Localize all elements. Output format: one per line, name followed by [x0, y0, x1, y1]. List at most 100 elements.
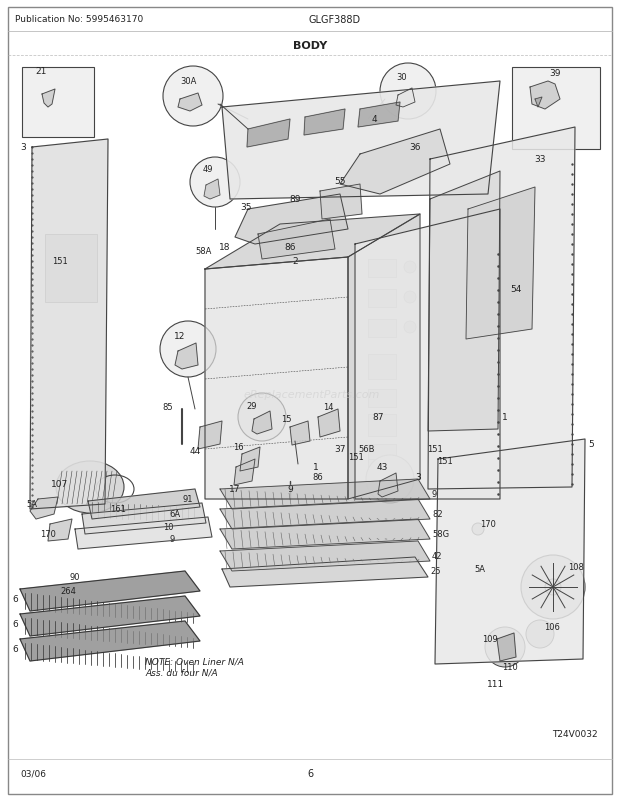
Text: 111: 111: [487, 679, 505, 689]
Text: 29: 29: [247, 402, 257, 411]
Text: Ass. du four N/A: Ass. du four N/A: [145, 668, 218, 677]
Polygon shape: [252, 411, 272, 435]
Text: 151: 151: [348, 453, 364, 462]
Circle shape: [238, 394, 286, 441]
Polygon shape: [318, 410, 340, 437]
Text: 54: 54: [510, 286, 521, 294]
Circle shape: [521, 555, 585, 619]
Text: 109: 109: [482, 634, 498, 644]
Polygon shape: [88, 489, 200, 520]
Polygon shape: [428, 128, 575, 489]
Text: 30: 30: [397, 74, 407, 83]
Bar: [22, 68, 94, 138]
Circle shape: [404, 322, 416, 334]
Text: 1: 1: [502, 413, 508, 422]
Polygon shape: [378, 473, 398, 497]
Circle shape: [380, 64, 436, 119]
Text: 03/06: 03/06: [20, 768, 46, 777]
Circle shape: [404, 292, 416, 304]
Text: 151: 151: [427, 445, 443, 454]
Polygon shape: [20, 571, 200, 611]
Bar: [368, 354, 396, 379]
Text: 6: 6: [12, 645, 18, 654]
Text: 86: 86: [284, 243, 296, 252]
Text: GLGF388D: GLGF388D: [309, 15, 361, 25]
Text: 110: 110: [502, 662, 518, 671]
Text: 151: 151: [437, 457, 453, 466]
Polygon shape: [48, 520, 72, 541]
Bar: [368, 460, 403, 488]
Text: 12: 12: [174, 332, 185, 341]
Text: 3: 3: [415, 473, 421, 482]
Bar: [368, 320, 396, 338]
Circle shape: [163, 67, 223, 127]
Circle shape: [485, 627, 525, 667]
Text: 5: 5: [588, 440, 594, 449]
Polygon shape: [222, 557, 428, 587]
Text: 17: 17: [229, 485, 241, 494]
Polygon shape: [220, 500, 430, 529]
Text: 1: 1: [313, 463, 319, 472]
Polygon shape: [234, 460, 255, 485]
Text: 30A: 30A: [180, 78, 196, 87]
Polygon shape: [240, 448, 260, 472]
Text: 49: 49: [203, 165, 213, 174]
Circle shape: [190, 158, 240, 208]
Text: 264: 264: [60, 587, 76, 596]
Polygon shape: [435, 439, 585, 664]
Circle shape: [526, 620, 554, 648]
Text: 5A: 5A: [474, 565, 485, 573]
Ellipse shape: [56, 461, 124, 513]
Bar: [45, 235, 97, 302]
Polygon shape: [20, 622, 200, 661]
Text: 108: 108: [568, 563, 584, 572]
Text: 55: 55: [334, 177, 346, 186]
Polygon shape: [20, 596, 200, 636]
Text: 86: 86: [312, 473, 324, 482]
Text: 170: 170: [480, 520, 496, 529]
Text: 9: 9: [169, 535, 175, 544]
Polygon shape: [320, 184, 362, 220]
Polygon shape: [355, 210, 500, 500]
Text: 85: 85: [162, 403, 174, 412]
Polygon shape: [466, 188, 535, 339]
Bar: [512, 68, 600, 150]
Polygon shape: [222, 82, 500, 200]
Polygon shape: [304, 110, 345, 136]
Bar: [368, 260, 396, 277]
Text: 58A: 58A: [195, 247, 211, 256]
Polygon shape: [175, 343, 198, 370]
Polygon shape: [220, 520, 430, 549]
Polygon shape: [220, 480, 430, 509]
Circle shape: [472, 524, 484, 535]
Polygon shape: [220, 541, 430, 571]
Polygon shape: [340, 130, 450, 195]
Circle shape: [160, 322, 216, 378]
Polygon shape: [205, 257, 348, 500]
Text: 90: 90: [69, 573, 80, 581]
Text: 56B: 56B: [358, 445, 374, 454]
Polygon shape: [497, 634, 516, 661]
Text: 42: 42: [432, 552, 443, 561]
Text: 21: 21: [35, 67, 46, 76]
Polygon shape: [396, 89, 415, 107]
Text: 44: 44: [189, 447, 201, 456]
Text: 170: 170: [40, 530, 56, 539]
Text: T24V0032: T24V0032: [552, 730, 598, 739]
Text: 3: 3: [20, 144, 26, 152]
Polygon shape: [30, 140, 108, 509]
Text: eReplacementParts.com: eReplacementParts.com: [244, 390, 380, 399]
Text: 9: 9: [287, 485, 293, 494]
Text: 151: 151: [52, 257, 68, 266]
Text: 14: 14: [323, 403, 334, 412]
Text: 6A: 6A: [169, 510, 180, 519]
Text: Publication No: 5995463170: Publication No: 5995463170: [15, 15, 143, 25]
Text: 36: 36: [409, 144, 421, 152]
Text: 161: 161: [110, 505, 126, 514]
Polygon shape: [235, 195, 348, 245]
Polygon shape: [258, 220, 335, 260]
Text: 82: 82: [432, 510, 443, 519]
Text: 106: 106: [544, 622, 560, 632]
Polygon shape: [247, 119, 290, 148]
Polygon shape: [358, 103, 400, 128]
